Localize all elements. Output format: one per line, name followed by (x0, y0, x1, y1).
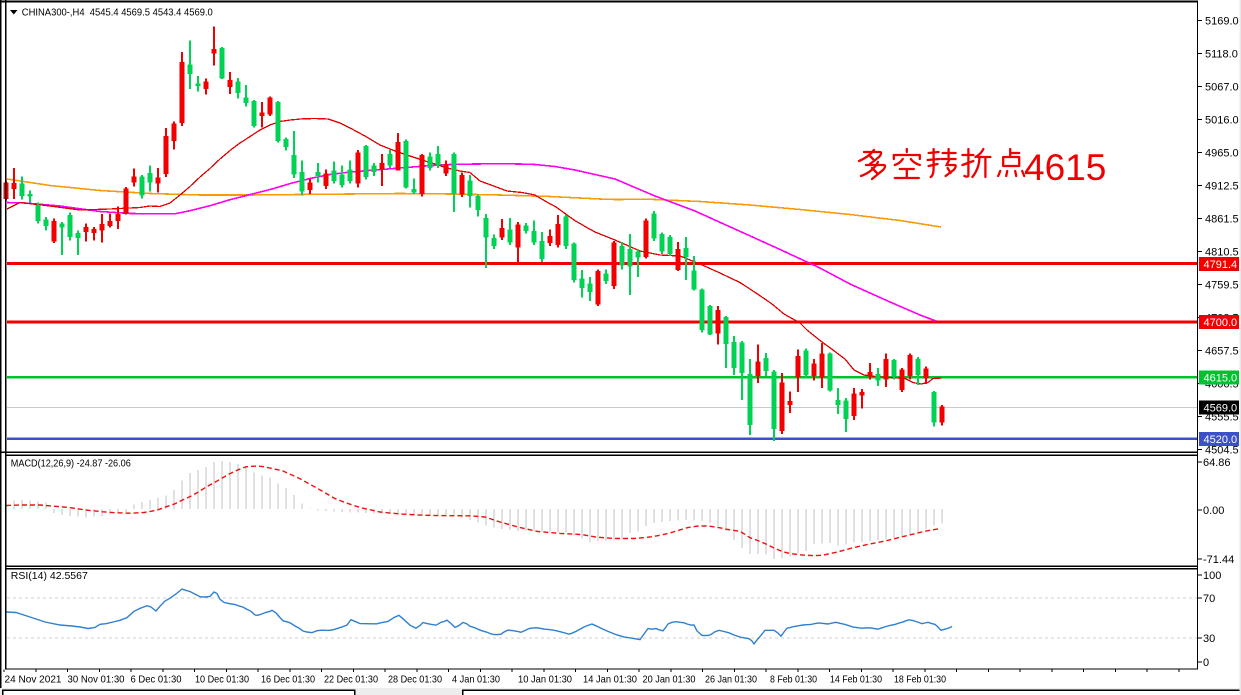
svg-text:18 Feb 01:30: 18 Feb 01:30 (894, 675, 946, 686)
svg-text:64.86: 64.86 (1203, 457, 1231, 469)
svg-text:5016.0: 5016.0 (1205, 114, 1239, 126)
svg-text:5118.0: 5118.0 (1205, 48, 1238, 60)
svg-text:10 Dec 01:30: 10 Dec 01:30 (195, 675, 249, 686)
svg-text:20 Jan 01:30: 20 Jan 01:30 (643, 675, 696, 686)
svg-text:28 Dec 01:30: 28 Dec 01:30 (388, 675, 442, 686)
svg-text:4965.0: 4965.0 (1205, 147, 1239, 159)
svg-text:70: 70 (1203, 593, 1215, 605)
svg-text:6 Dec 01:30: 6 Dec 01:30 (131, 675, 182, 686)
svg-text:4 Jan 01:30: 4 Jan 01:30 (452, 675, 500, 686)
svg-text:8 Feb 01:30: 8 Feb 01:30 (770, 675, 817, 686)
svg-text:4861.5: 4861.5 (1205, 213, 1239, 225)
svg-text:4791.4: 4791.4 (1204, 259, 1238, 271)
svg-text:5067.0: 5067.0 (1205, 81, 1239, 93)
svg-text:0: 0 (1203, 657, 1209, 669)
svg-text:MACD(12,26,9) -24.87 -26.06: MACD(12,26,9) -24.87 -26.06 (11, 458, 131, 470)
svg-text:0.00: 0.00 (1203, 505, 1224, 517)
svg-text:4520.0: 4520.0 (1204, 434, 1238, 446)
svg-text:4615.0: 4615.0 (1204, 372, 1238, 384)
svg-text:4615: 4615 (1024, 147, 1106, 188)
svg-text:4504.5: 4504.5 (1205, 444, 1239, 456)
svg-text:4810.5: 4810.5 (1205, 246, 1239, 258)
svg-text:4569.0: 4569.0 (1204, 403, 1238, 415)
svg-text:16 Dec 01:30: 16 Dec 01:30 (261, 675, 315, 686)
svg-text:4912.5: 4912.5 (1205, 180, 1239, 192)
svg-text:14 Jan 01:30: 14 Jan 01:30 (583, 675, 637, 686)
svg-text:4700.0: 4700.0 (1204, 317, 1238, 329)
svg-text:5169.0: 5169.0 (1205, 15, 1239, 27)
svg-text:CHINA300-,H4 4545.4 4569.5 45: CHINA300-,H4 4545.4 4569.5 4543.4 4569.0 (22, 6, 213, 18)
svg-text:14 Feb 01:30: 14 Feb 01:30 (830, 675, 882, 686)
svg-text:26 Jan 01:30: 26 Jan 01:30 (705, 675, 757, 686)
svg-text:4657.5: 4657.5 (1205, 345, 1239, 357)
svg-text:30: 30 (1203, 633, 1215, 645)
svg-text:4759.5: 4759.5 (1205, 279, 1239, 291)
svg-text:RSI(14) 42.5567: RSI(14) 42.5567 (11, 570, 88, 582)
svg-text:-71.44: -71.44 (1203, 554, 1234, 566)
svg-text:24 Nov 2021: 24 Nov 2021 (5, 675, 62, 686)
svg-text:10 Jan 01:30: 10 Jan 01:30 (518, 675, 572, 686)
svg-text:22 Dec 01:30: 22 Dec 01:30 (324, 675, 378, 686)
svg-text:100: 100 (1203, 570, 1221, 582)
svg-text:30 Nov 01:30: 30 Nov 01:30 (68, 675, 125, 686)
